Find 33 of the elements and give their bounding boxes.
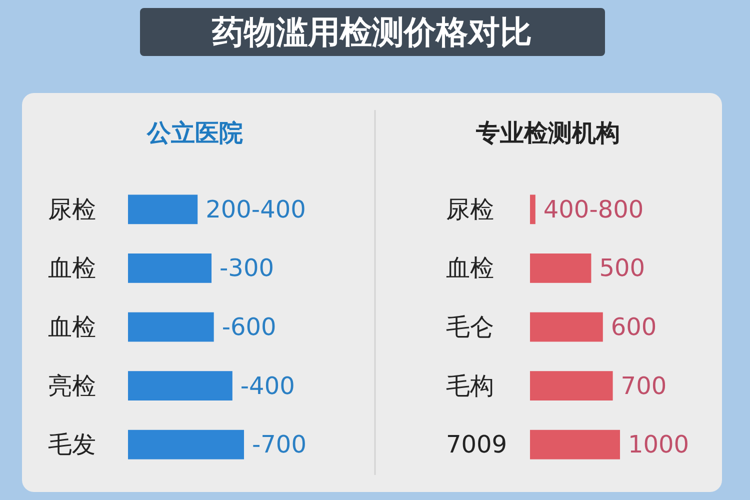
bar	[128, 312, 214, 342]
text: 1000	[628, 430, 690, 459]
text: 药物滥用检测价格对比	[211, 13, 532, 51]
bar	[530, 194, 536, 224]
chart-title: 专业检测机构	[475, 119, 620, 147]
annotation: -300	[220, 254, 274, 282]
annotation: 500	[599, 254, 646, 282]
annotation: -600	[222, 313, 276, 341]
y-tick-label: 血检	[446, 254, 494, 282]
y-tick-label: 毛构	[446, 372, 494, 400]
bar	[530, 430, 620, 460]
bar	[530, 371, 613, 400]
annotation: 200-400	[206, 195, 306, 224]
y-tick-label: 毛仑	[446, 313, 494, 341]
bar	[128, 430, 244, 460]
y-tick-label: 血检	[48, 254, 96, 282]
y-tick-label: 血检	[48, 313, 96, 341]
y-tick-label: 7009	[446, 430, 508, 459]
bar	[128, 254, 212, 283]
annotation: 600	[610, 313, 657, 341]
y-tick-label: 亮检	[48, 372, 96, 400]
annotation: 400-800	[543, 195, 644, 224]
text: -700	[252, 430, 306, 459]
bar	[530, 254, 592, 283]
bar	[128, 194, 198, 224]
chart-subtitle: 公立医院	[146, 119, 243, 147]
bar	[128, 371, 232, 400]
annotation: -400	[240, 372, 295, 400]
bar	[530, 312, 603, 342]
y-tick-label: 尿检	[446, 195, 494, 224]
y-tick-label: 毛发	[48, 430, 96, 459]
y-tick-label: 尿检	[48, 195, 96, 224]
text: 700	[620, 372, 667, 400]
